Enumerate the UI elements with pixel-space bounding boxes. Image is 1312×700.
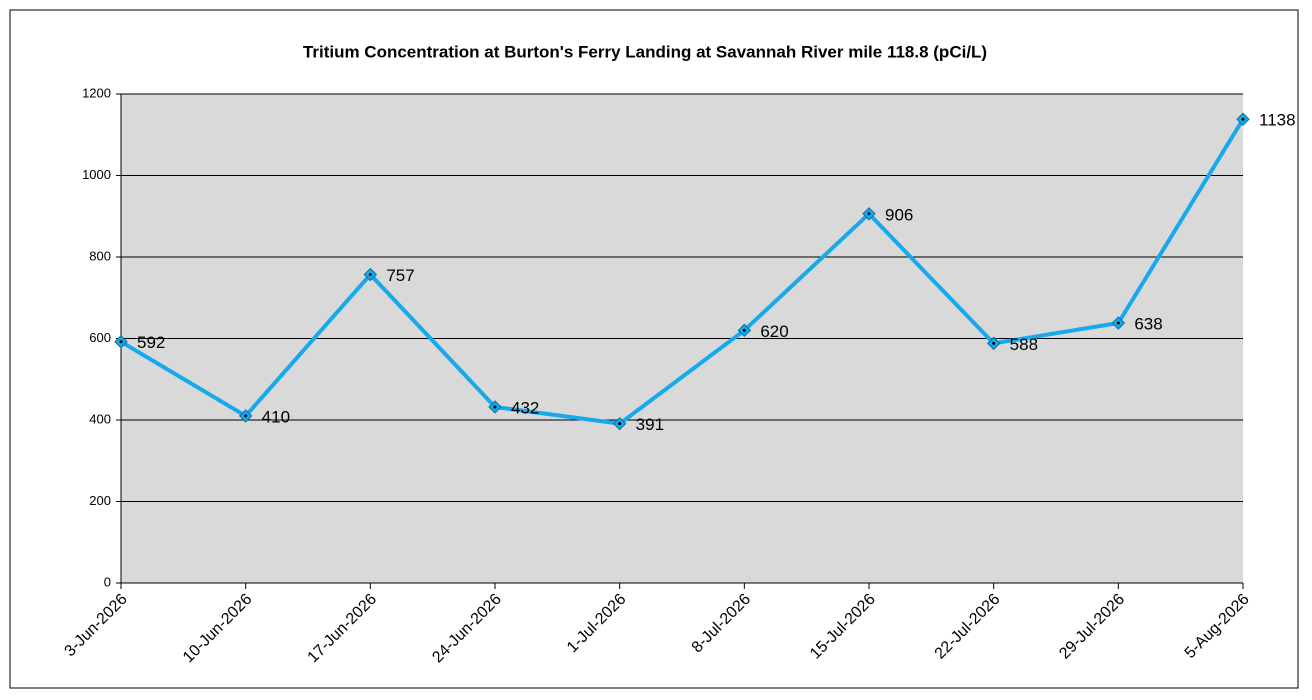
data-label: 620 <box>760 322 788 341</box>
data-label: 1138 <box>1259 111 1296 130</box>
data-label: 588 <box>1010 335 1038 354</box>
y-tick-label: 200 <box>89 493 111 508</box>
chart-title: Tritium Concentration at Burton's Ferry … <box>303 42 987 61</box>
data-point-center <box>493 405 497 409</box>
data-label: 906 <box>885 205 913 224</box>
data-point-center <box>992 341 996 345</box>
y-tick-label: 600 <box>89 330 111 345</box>
data-line <box>119 118 1245 426</box>
data-label: 757 <box>386 266 414 285</box>
data-label: 410 <box>262 407 290 426</box>
data-point-center <box>244 414 248 418</box>
y-tick-label: 400 <box>89 411 111 426</box>
data-point-center <box>742 328 746 332</box>
data-point-center <box>867 212 871 216</box>
data-label: 638 <box>1134 314 1162 333</box>
data-point-center <box>1116 321 1120 325</box>
y-tick-label: 1200 <box>82 85 111 100</box>
data-point-center <box>368 273 372 277</box>
y-tick-label: 800 <box>89 248 111 263</box>
data-point-center <box>618 422 622 426</box>
y-tick-label: 1000 <box>82 167 111 182</box>
data-point-center <box>1241 117 1245 121</box>
data-label: 432 <box>511 398 539 417</box>
data-label: 592 <box>137 333 165 352</box>
data-point-center <box>119 340 123 344</box>
data-label: 391 <box>636 415 664 434</box>
y-tick-label: 0 <box>104 574 111 589</box>
